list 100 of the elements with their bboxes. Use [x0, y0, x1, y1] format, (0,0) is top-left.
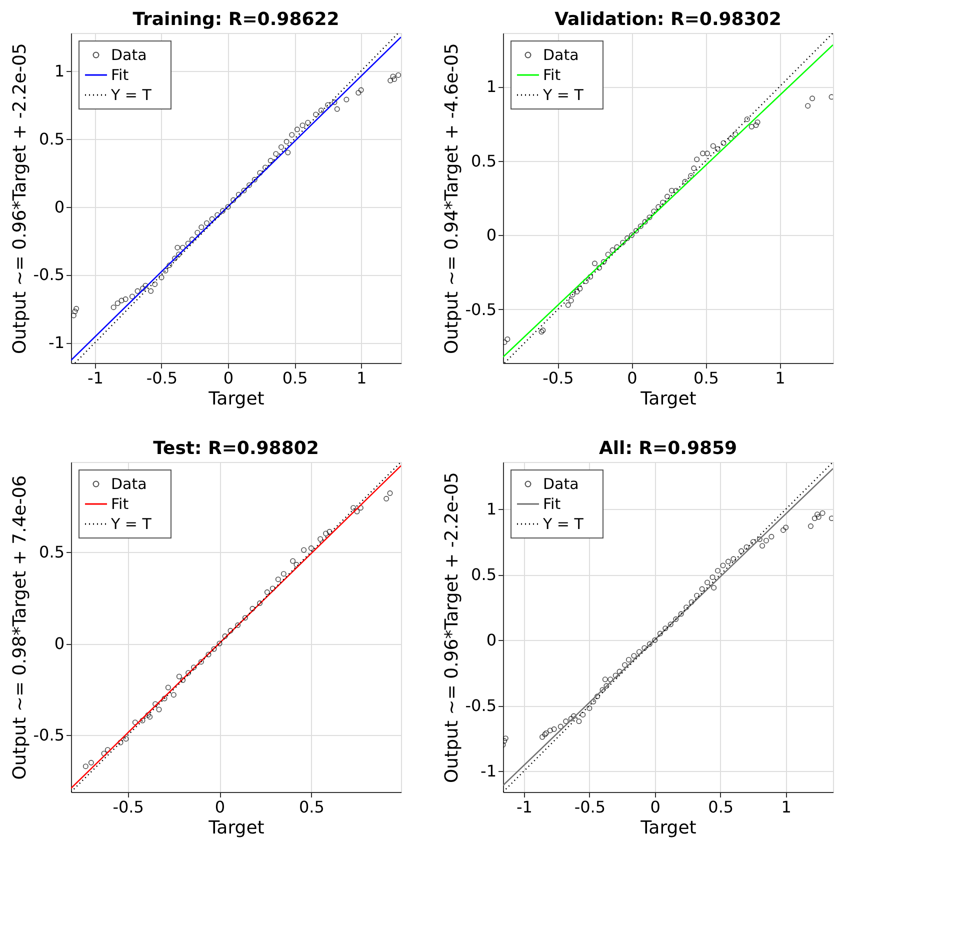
- point: [294, 126, 300, 132]
- point: [325, 102, 331, 108]
- y-axis-title: Output ~= 0.98*Target + 7.4e-06: [9, 475, 30, 780]
- point: [198, 224, 204, 230]
- point: [629, 232, 634, 238]
- point: [318, 536, 324, 542]
- point: [565, 302, 571, 308]
- point: [156, 706, 162, 712]
- x-tick-label: 0.5: [708, 798, 734, 816]
- point: [114, 300, 120, 306]
- point: [235, 622, 241, 628]
- point: [620, 240, 626, 246]
- point: [122, 296, 128, 302]
- point: [162, 696, 168, 702]
- point: [714, 146, 720, 152]
- x-tick-label: -1: [87, 368, 104, 388]
- y-axis-title: Output ~= 0.96*Target + -2.2e-05: [9, 42, 30, 354]
- point: [388, 78, 394, 84]
- point: [228, 628, 234, 634]
- point: [166, 262, 172, 268]
- point: [165, 684, 171, 690]
- point: [344, 96, 350, 102]
- point: [691, 166, 697, 172]
- point: [300, 122, 306, 128]
- point: [186, 670, 192, 676]
- chart-title: Test: R=0.98802: [153, 438, 319, 459]
- point: [588, 274, 594, 280]
- x-axis-title: Target: [640, 388, 696, 410]
- x-tick-label: 1: [781, 798, 792, 816]
- y-tick-label: 1: [54, 62, 64, 81]
- legend-label: Data: [543, 475, 579, 493]
- legend-label: Y = T: [542, 515, 584, 533]
- point: [170, 692, 176, 698]
- point: [280, 571, 286, 577]
- point: [132, 720, 138, 726]
- point: [313, 112, 319, 118]
- point: [189, 236, 195, 242]
- point: [209, 216, 215, 222]
- point: [646, 214, 652, 220]
- point: [356, 90, 362, 96]
- point: [664, 194, 670, 200]
- y-tick-label: -0.5: [465, 300, 496, 319]
- x-tick-label: -0.5: [146, 368, 178, 388]
- point: [614, 244, 620, 250]
- legend-label: Data: [111, 46, 147, 64]
- point: [194, 230, 200, 236]
- point: [583, 278, 589, 284]
- point: [140, 286, 146, 292]
- point: [191, 664, 197, 670]
- point: [134, 288, 140, 294]
- legend-label: Y = T: [542, 86, 584, 104]
- point: [568, 298, 574, 304]
- y-tick-label: 0.5: [471, 565, 496, 584]
- legend-label: Y = T: [110, 515, 152, 533]
- point: [570, 292, 576, 298]
- y-axis-title: Output ~= 0.96*Target + -2.2e-05: [441, 472, 462, 784]
- point: [71, 312, 76, 318]
- x-tick-label: 0.5: [694, 368, 719, 388]
- legend-label: Fit: [111, 66, 129, 84]
- point: [688, 172, 694, 178]
- point: [211, 646, 217, 652]
- point: [503, 339, 508, 345]
- point: [326, 528, 332, 534]
- point: [744, 116, 750, 122]
- point: [392, 76, 398, 82]
- point: [700, 150, 706, 156]
- point: [660, 200, 666, 206]
- point: [828, 94, 833, 100]
- y-tick-label: 0: [486, 630, 496, 650]
- x-tick-label: -0.5: [542, 368, 574, 388]
- point: [204, 220, 210, 226]
- point: [230, 197, 236, 203]
- point: [318, 108, 324, 114]
- point: [308, 545, 314, 551]
- point: [242, 615, 248, 621]
- point: [323, 530, 329, 536]
- point: [754, 119, 760, 125]
- x-tick-label: -0.5: [112, 798, 144, 816]
- point: [624, 235, 630, 241]
- point: [180, 244, 186, 250]
- point: [633, 228, 639, 234]
- point: [257, 170, 263, 176]
- point: [257, 600, 263, 606]
- point: [129, 294, 135, 300]
- point: [694, 156, 700, 162]
- point: [206, 652, 212, 658]
- point: [710, 143, 716, 149]
- x-tick-label: 0: [223, 368, 234, 388]
- point: [384, 496, 390, 502]
- point: [147, 714, 153, 720]
- x-axis-title: Target: [640, 818, 696, 838]
- point: [704, 150, 710, 156]
- point: [118, 298, 124, 304]
- y-axis-title: Output ~= 0.94*Target + -4.6e-05: [441, 42, 462, 354]
- y-tick-label: 0: [486, 226, 496, 245]
- chart-title: Training: R=0.98622: [132, 9, 340, 30]
- point: [101, 750, 107, 756]
- point: [82, 764, 88, 770]
- point: [720, 140, 726, 146]
- point: [158, 274, 164, 280]
